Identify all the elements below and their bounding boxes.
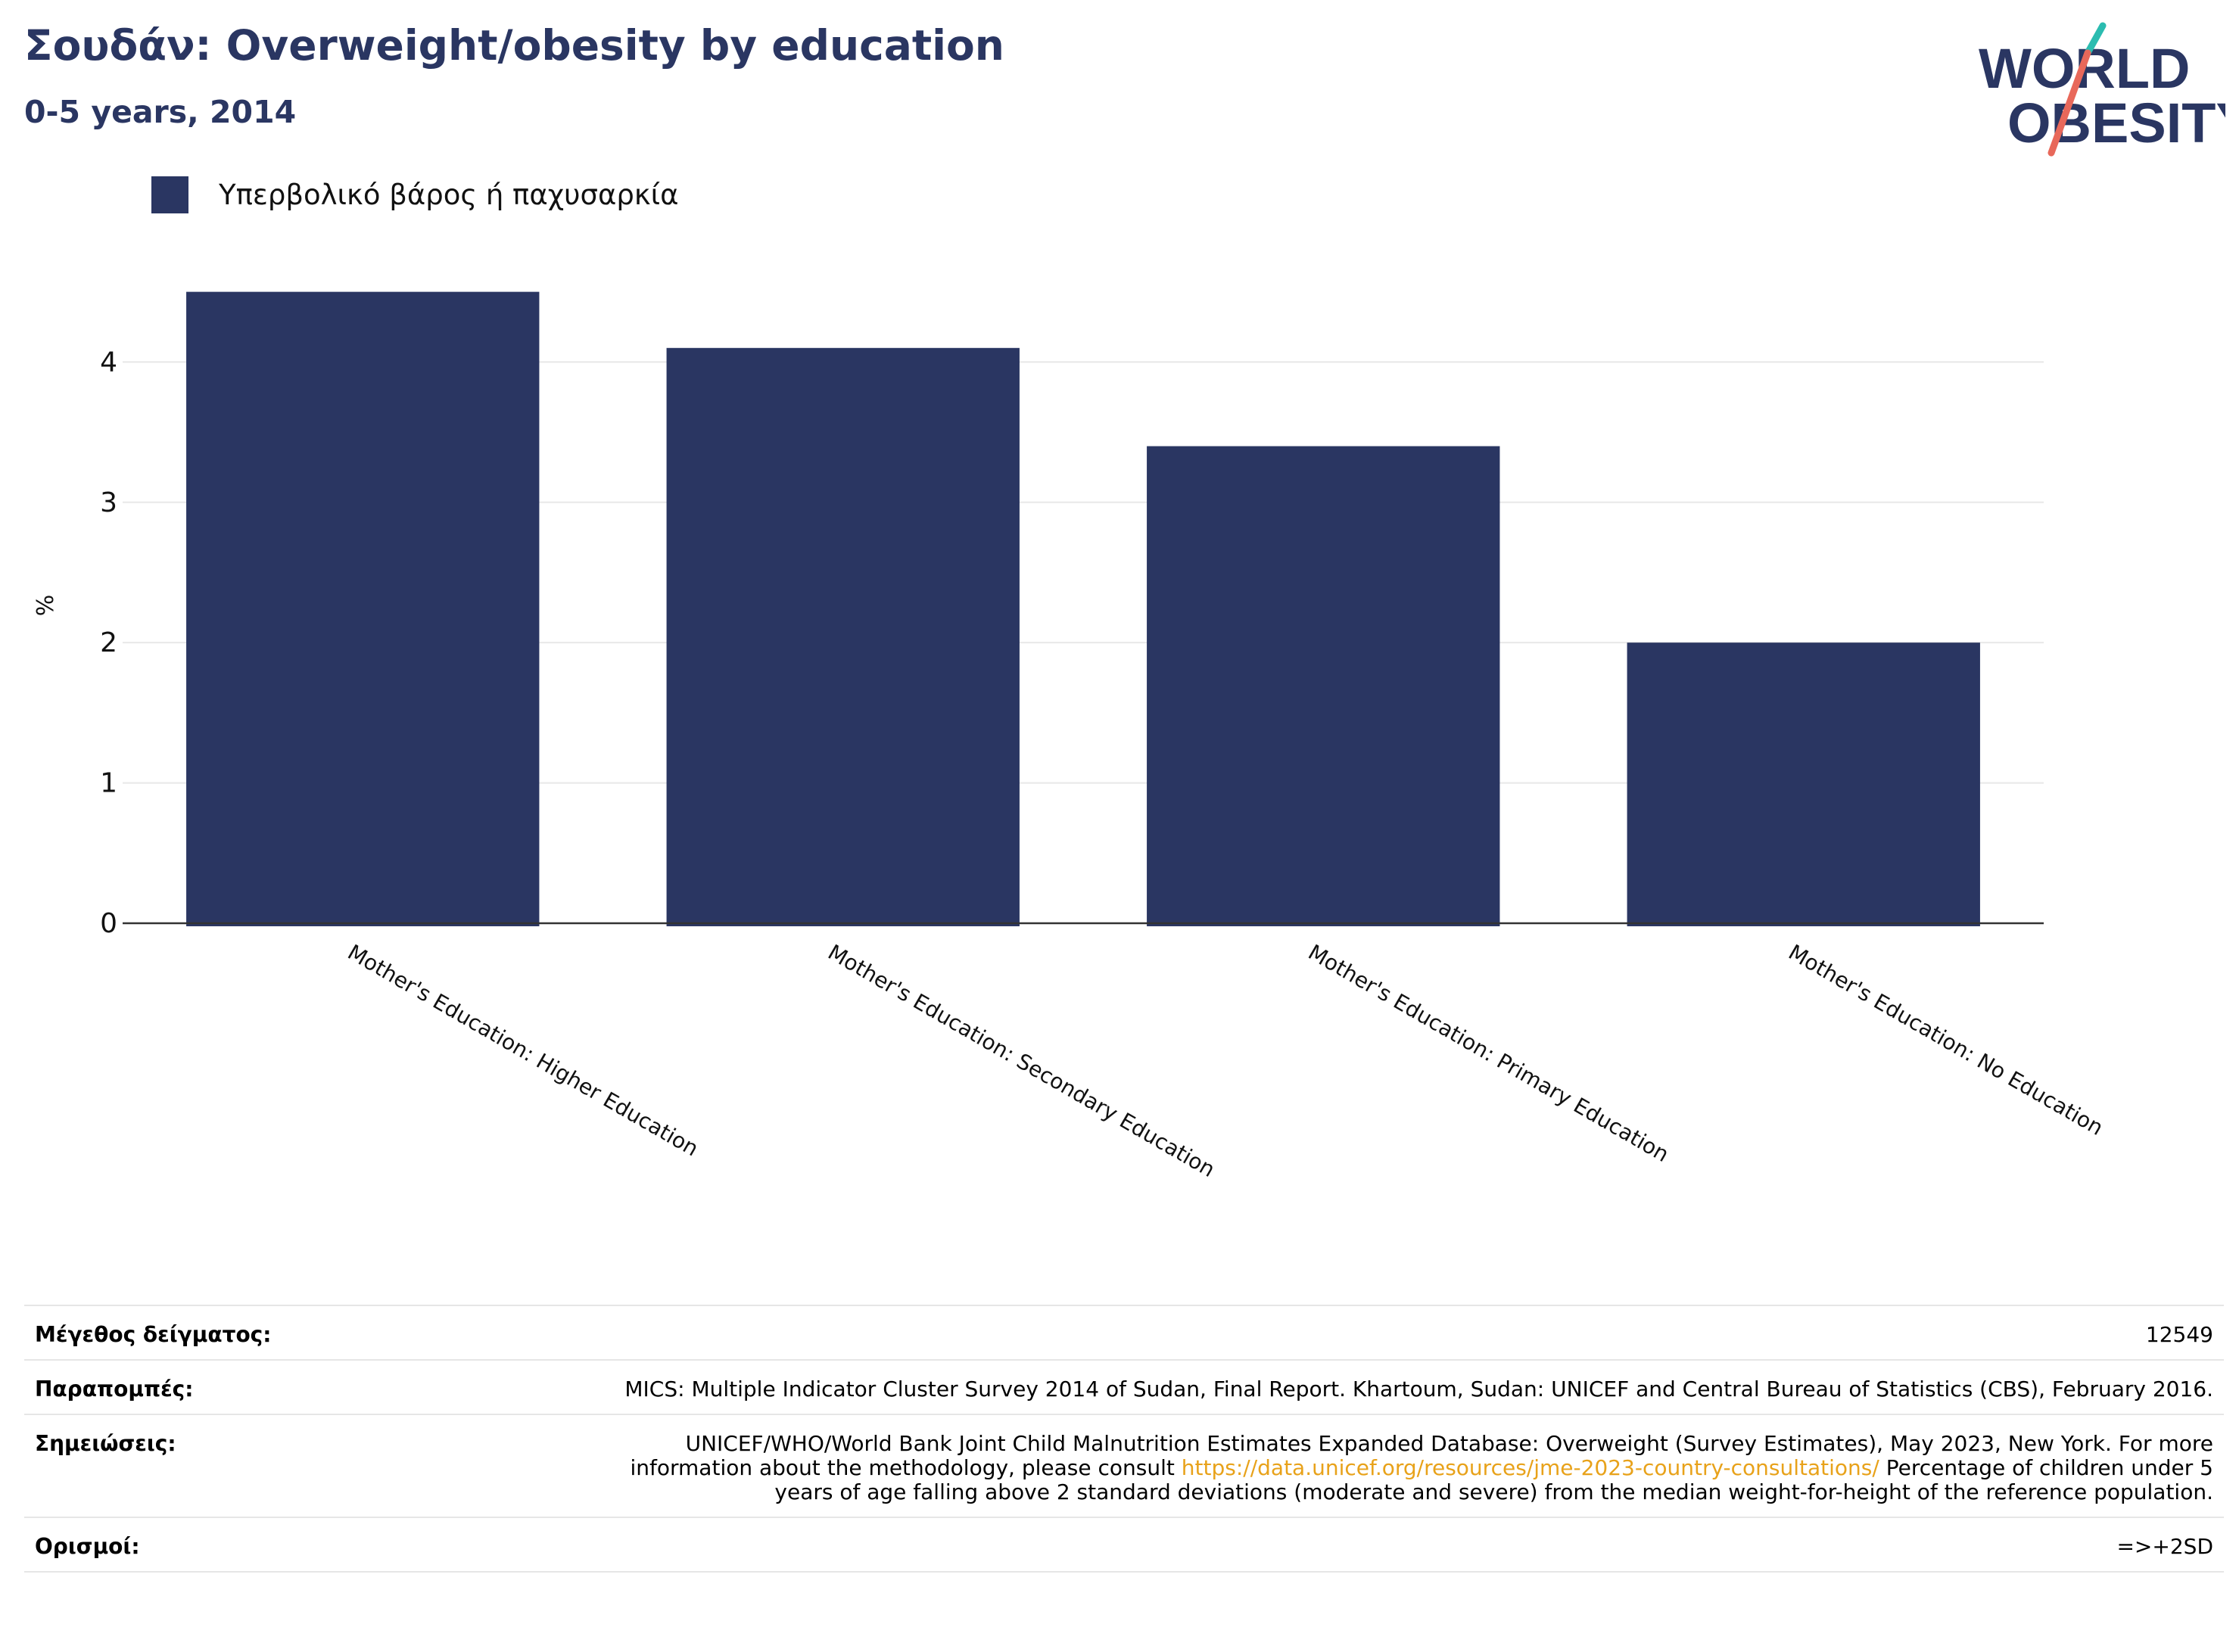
bar — [1147, 446, 1500, 926]
y-tick-label: 3 — [100, 487, 117, 518]
chart-title: Σουδάν: Overweight/obesity by education — [24, 21, 1004, 70]
legend-swatch — [151, 176, 188, 213]
y-axis-ticks: 0 1 2 3 4 — [100, 347, 117, 939]
x-tick-label: Mother's Education: Secondary Education — [824, 939, 1219, 1182]
logo-slash-coral — [2047, 49, 2091, 157]
y-tick-label: 2 — [100, 627, 117, 658]
info-row-references: Παραπομπές: MICS: Multiple Indicator Clu… — [24, 1360, 2224, 1414]
y-tick-label: 1 — [100, 768, 117, 799]
bar — [186, 291, 540, 926]
x-tick-label: Mother's Education: No Education — [1784, 939, 2107, 1140]
world-obesity-logo: WORLD OBESITY — [1979, 22, 2225, 157]
info-row-sample-size: Μέγεθος δείγματος: 12549 — [24, 1305, 2224, 1360]
y-tick-label: 4 — [100, 347, 117, 378]
notes-label: Σημειώσεις: — [35, 1431, 176, 1456]
bars — [186, 291, 1980, 927]
definitions-value: =>+2SD — [2116, 1534, 2213, 1559]
bar-chart: 0 1 2 3 4 Mother's Education: Higher Educati… — [33, 291, 2108, 1182]
definitions-label: Ορισμοί: — [35, 1534, 140, 1559]
x-tick-label: Mother's Education: Higher Education — [344, 939, 703, 1161]
x-axis-ticks: Mother's Education: Higher Education Moth… — [344, 939, 2108, 1182]
legend-label: Υπερβολικό βάρος ή παχυσαρκία — [219, 178, 679, 211]
references-value: MICS: Multiple Indicator Cluster Survey … — [624, 1377, 2213, 1402]
info-table: Μέγεθος δείγματος: 12549 Παραπομπές: MIC… — [24, 1305, 2224, 1573]
x-tick-label: Mother's Education: Primary Education — [1304, 939, 1674, 1167]
sample-size-label: Μέγεθος δείγματος: — [35, 1322, 272, 1347]
y-tick-label: 0 — [100, 908, 117, 939]
info-row-definitions: Ορισμοί: =>+2SD — [24, 1517, 2224, 1572]
y-axis-label: % — [33, 595, 59, 617]
notes-text-start: UNICEF/WHO/World Bank Joint Child Malnut… — [630, 1431, 2214, 1480]
info-row-notes: Σημειώσεις: UNICEF/WHO/World Bank Joint … — [24, 1414, 2224, 1517]
references-label: Παραπομπές: — [35, 1377, 194, 1402]
notes-text-end: Percentage of children under 5 years of … — [774, 1455, 2213, 1504]
notes-link[interactable]: https://data.unicef.org/resources/jme-20… — [1181, 1455, 1879, 1480]
sample-size-value: 12549 — [2145, 1322, 2213, 1347]
logo-slash-teal — [2084, 22, 2107, 57]
chart-subtitle: 0-5 years, 2014 — [24, 94, 297, 130]
notes-value: UNICEF/WHO/World Bank Joint Child Malnut… — [575, 1414, 2224, 1517]
bar — [666, 347, 1020, 927]
bar — [1627, 642, 1980, 926]
chart-legend: Υπερβολικό βάρος ή παχυσαρκία — [151, 176, 679, 213]
logo-line-obesity: OBESITY — [2007, 92, 2225, 154]
